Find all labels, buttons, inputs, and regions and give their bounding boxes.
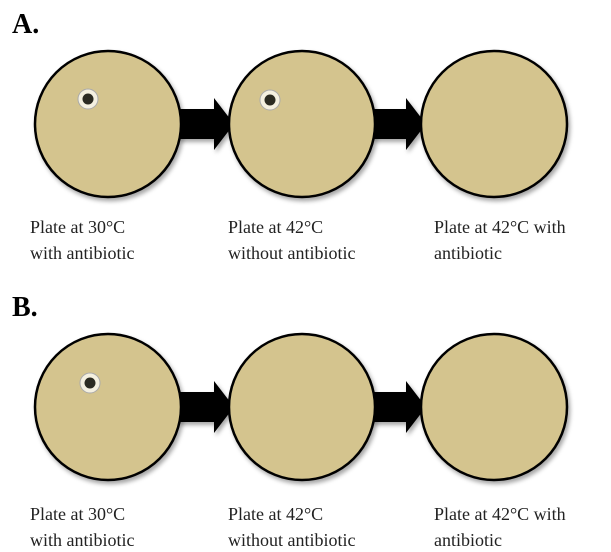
plate	[229, 334, 375, 480]
caption: Plate at 30°C	[30, 217, 125, 237]
plate	[35, 51, 181, 197]
caption: antibiotic	[434, 530, 502, 550]
caption: antibiotic	[434, 243, 502, 263]
diagram: A. Plate at 30°C with antibiotic Plate a…	[0, 0, 611, 552]
plate	[229, 51, 375, 197]
caption: Plate at 42°C with	[434, 504, 566, 524]
caption: Plate at 42°C with	[434, 217, 566, 237]
caption: without antibiotic	[228, 530, 356, 550]
plate	[421, 334, 567, 480]
arrow	[178, 381, 234, 433]
caption: Plate at 42°C	[228, 217, 323, 237]
colony	[265, 95, 276, 106]
arrow	[178, 98, 234, 150]
colony	[83, 94, 94, 105]
arrow	[372, 381, 426, 433]
panel-b: B. Plate at 30°C with antibiotic Plate a…	[12, 292, 567, 550]
caption: with antibiotic	[30, 530, 134, 550]
caption: Plate at 42°C	[228, 504, 323, 524]
caption: with antibiotic	[30, 243, 134, 263]
colony	[85, 378, 96, 389]
plate	[421, 51, 567, 197]
plate	[35, 334, 181, 480]
arrow	[372, 98, 426, 150]
panel-a: A. Plate at 30°C with antibiotic Plate a…	[12, 9, 567, 263]
caption: without antibiotic	[228, 243, 356, 263]
caption: Plate at 30°C	[30, 504, 125, 524]
panel-label: A.	[12, 9, 39, 40]
panel-label: B.	[12, 292, 38, 323]
